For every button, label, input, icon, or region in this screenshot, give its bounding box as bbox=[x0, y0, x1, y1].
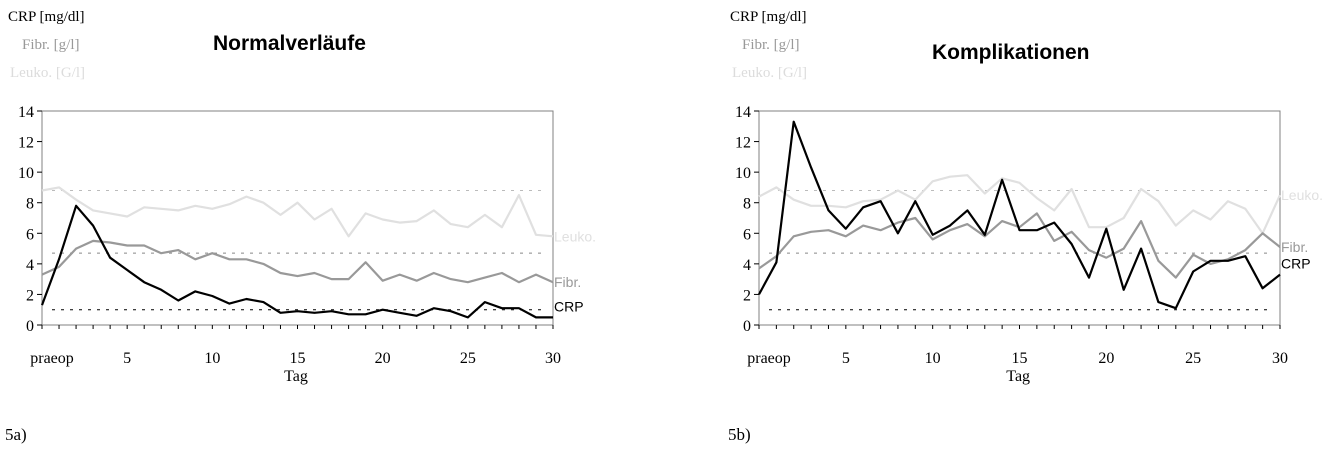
line-chart-a: 0 2 4 6 8 10 12 14 praeop 5 10 15 20 25 30 Tag Leuko. Fib… bbox=[18, 104, 596, 385]
x-tick-label: 15 bbox=[290, 350, 306, 367]
x-tick-label: 20 bbox=[375, 350, 391, 367]
y-tick-label: 6 bbox=[743, 226, 751, 243]
x-tick-label: 10 bbox=[204, 350, 220, 367]
y-tick-label: 0 bbox=[26, 318, 34, 335]
x-tick-label: 5 bbox=[123, 350, 131, 367]
series-label-leuko: Leuko. bbox=[1281, 187, 1323, 203]
y-tick-label: 12 bbox=[18, 135, 34, 152]
series-label-crp: CRP bbox=[1281, 256, 1311, 272]
leuko-unit-label: Leuko. [G/l] bbox=[10, 65, 85, 81]
x-tick-label: 10 bbox=[925, 350, 941, 367]
series-line-crp bbox=[40, 204, 553, 319]
y-tick-label: 2 bbox=[743, 287, 751, 304]
crp-unit-label: CRP [mg/dl] bbox=[730, 9, 807, 25]
y-tick-label: 8 bbox=[743, 196, 751, 213]
x-tick-label: 25 bbox=[1185, 350, 1201, 367]
series-label-fibr: Fibr. bbox=[554, 274, 581, 290]
series-line-fibr bbox=[758, 212, 1281, 279]
y-tick-label: 2 bbox=[26, 287, 34, 304]
x-axis-label: Tag bbox=[284, 368, 308, 385]
crp-unit-label: CRP [mg/dl] bbox=[8, 9, 85, 25]
series-label-crp: CRP bbox=[554, 298, 584, 314]
x-tick-label: praeop bbox=[747, 350, 791, 367]
fibr-unit-label: Fibr. [g/l] bbox=[742, 37, 800, 53]
series-label-leuko: Leuko. bbox=[554, 228, 596, 244]
x-tick-label: praeop bbox=[30, 350, 74, 367]
chart-title: Komplikationen bbox=[932, 41, 1090, 64]
y-tick-label: 4 bbox=[743, 257, 751, 274]
chart-panel-a: CRP [mg/dl] Fibr. [g/l] Leuko. [G/l] Nor… bbox=[0, 0, 640, 453]
y-tick-label: 12 bbox=[735, 135, 751, 152]
series-line-crp bbox=[758, 120, 1281, 310]
series-line-leuko bbox=[41, 186, 554, 238]
y-tick-label: 14 bbox=[735, 104, 751, 121]
x-tick-label: 15 bbox=[1012, 350, 1028, 367]
leuko-unit-label: Leuko. [G/l] bbox=[732, 65, 807, 81]
y-tick-label: 10 bbox=[735, 165, 751, 182]
x-tick-label: 30 bbox=[1272, 350, 1288, 367]
x-tick-label: 25 bbox=[460, 350, 476, 367]
line-chart-b: 0 2 4 6 8 10 12 14 praeop 5 10 15 20 25 30 Tag Leuko. Fib… bbox=[735, 104, 1323, 385]
plot-frame bbox=[41, 110, 554, 326]
y-tick-label: 8 bbox=[26, 196, 34, 213]
fibr-unit-label: Fibr. [g/l] bbox=[22, 37, 80, 53]
x-tick-label: 5 bbox=[842, 350, 850, 367]
y-tick-label: 6 bbox=[26, 226, 34, 243]
y-tick-label: 10 bbox=[18, 165, 34, 182]
chart-panel-b: CRP [mg/dl] Fibr. [g/l] Leuko. [G/l] Kom… bbox=[700, 0, 1340, 453]
x-axis-label: Tag bbox=[1006, 368, 1030, 385]
series-line-leuko bbox=[758, 174, 1282, 235]
figure-caption: 5b) bbox=[728, 425, 751, 444]
x-tick-label: 30 bbox=[545, 350, 561, 367]
figure-caption: 5a) bbox=[5, 425, 27, 444]
x-tick-label: 20 bbox=[1098, 350, 1114, 367]
y-tick-label: 14 bbox=[18, 104, 34, 121]
y-tick-label: 0 bbox=[743, 318, 751, 335]
chart-title: Normalverläufe bbox=[213, 32, 366, 55]
y-tick-label: 4 bbox=[26, 257, 34, 274]
series-line-fibr bbox=[41, 239, 554, 284]
series-label-fibr: Fibr. bbox=[1281, 239, 1308, 255]
